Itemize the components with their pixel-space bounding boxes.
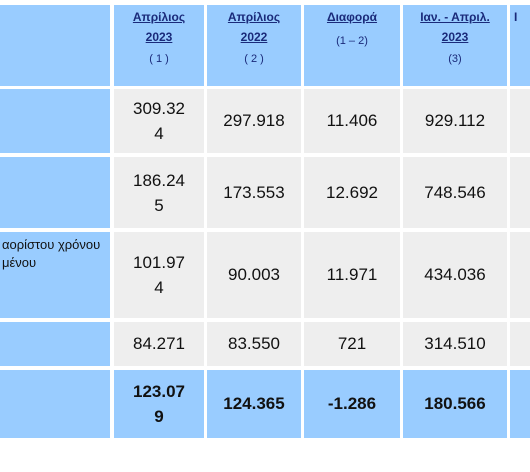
table-cell: 101.974 xyxy=(114,232,204,318)
cell-value: 297.918 xyxy=(223,111,285,130)
header-sub: (1 – 2) xyxy=(336,35,368,47)
header-year: 2023 xyxy=(441,30,469,44)
row-label-cell xyxy=(0,89,110,153)
table-cell xyxy=(510,89,530,153)
cell-value: 309.324 xyxy=(133,99,185,143)
cell-value: -1.286 xyxy=(327,394,377,413)
header-title: Ι xyxy=(514,10,518,24)
header-title: Ιαν. - Απριλ. xyxy=(420,10,490,24)
row-label-cell: αορίστου χρόνου μένου xyxy=(0,232,110,318)
table-cell: 12.692 xyxy=(304,157,400,228)
cell-value: 123.079 xyxy=(133,382,185,426)
cell-value: 11.406 xyxy=(326,111,378,130)
table-cell: 309.324 xyxy=(114,89,204,153)
table-cell: 11.406 xyxy=(304,89,400,153)
table-cell: 90.003 xyxy=(207,232,301,318)
row-label-cell xyxy=(0,370,110,438)
cell-value: 101.974 xyxy=(133,253,185,297)
table-cell xyxy=(510,370,530,438)
row-label-cell xyxy=(0,157,110,228)
table-cell: 173.553 xyxy=(207,157,301,228)
table-cell: 84.271 xyxy=(114,322,204,366)
cell-value: 180.566 xyxy=(424,394,486,413)
table-cell: 721 xyxy=(304,322,400,366)
header-difference: Διαφορά (1 – 2) xyxy=(304,5,400,86)
cell-value: 124.365 xyxy=(223,394,285,413)
table-cell: 314.510 xyxy=(403,322,507,366)
cell-value: 721 xyxy=(337,334,367,353)
table-cell: 11.971 xyxy=(304,232,400,318)
cell-value: 434.036 xyxy=(424,265,486,284)
header-label-cell xyxy=(0,5,110,86)
header-title: Διαφορά xyxy=(326,10,378,24)
table-cell: 434.036 xyxy=(403,232,507,318)
header-title: Απρίλιος xyxy=(227,10,281,24)
header-cut-column: Ι xyxy=(510,5,530,86)
table-cell: 186.245 xyxy=(114,157,204,228)
row-label-cell xyxy=(0,322,110,366)
cell-value: 929.112 xyxy=(424,111,486,130)
header-title: Απρίλιος xyxy=(132,10,186,24)
table-cell: -1.286 xyxy=(304,370,400,438)
table-cell: 124.365 xyxy=(207,370,301,438)
cell-value: 90.003 xyxy=(228,265,280,284)
row-label-line: αορίστου χρόνου xyxy=(2,237,101,252)
cell-value: 83.550 xyxy=(228,334,280,353)
header-year: 2022 xyxy=(240,30,268,44)
table-cell: 123.079 xyxy=(114,370,204,438)
cell-value: 12.692 xyxy=(326,182,378,202)
header-sub: ( 1 ) xyxy=(149,53,169,65)
header-april-2022: Απρίλιος 2022 ( 2 ) xyxy=(207,5,301,86)
table-cell: 83.550 xyxy=(207,322,301,366)
header-year: 2023 xyxy=(145,30,173,44)
table-cell: 180.566 xyxy=(403,370,507,438)
cell-value: 314.510 xyxy=(424,334,486,353)
header-sub: ( 2 ) xyxy=(244,53,264,65)
row-label-line: μένου xyxy=(2,255,37,270)
cell-value: 748.546 xyxy=(424,182,486,202)
table-cell: 748.546 xyxy=(403,157,507,228)
table-cell xyxy=(510,157,530,228)
header-sub: (3) xyxy=(448,53,462,65)
cell-value: 186.245 xyxy=(133,170,185,215)
header-april-2023: Απρίλιος 2023 ( 1 ) xyxy=(114,5,204,86)
table-cell: 297.918 xyxy=(207,89,301,153)
cell-value: 173.553 xyxy=(223,182,285,202)
cell-value: 84.271 xyxy=(133,334,185,353)
table-cell: 929.112 xyxy=(403,89,507,153)
cell-value: 11.971 xyxy=(326,265,378,284)
table-cell xyxy=(510,322,530,366)
header-jan-apr-2023: Ιαν. - Απριλ. 2023 (3) xyxy=(403,5,507,86)
table-cell xyxy=(510,232,530,318)
